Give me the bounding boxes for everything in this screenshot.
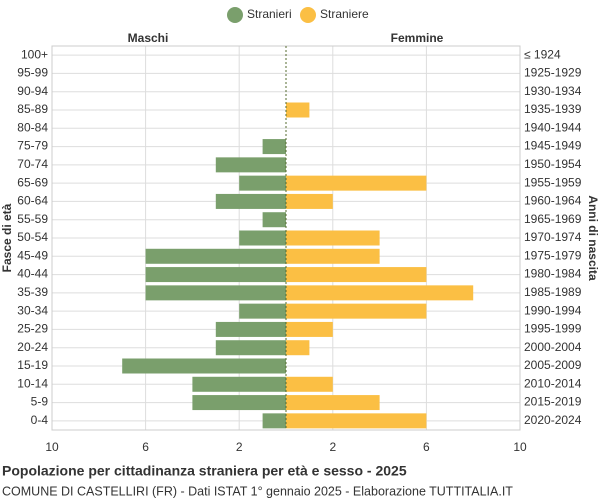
x-tick-label: 6 — [142, 440, 149, 454]
legend-marker — [227, 7, 243, 23]
y-tick-label: 100+ — [21, 47, 48, 61]
bar — [239, 230, 286, 246]
bar — [262, 139, 286, 155]
y2-axis-title: Anni di nascita — [586, 195, 600, 281]
left-label: Maschi — [128, 31, 169, 45]
y2-tick-label: 2015-2019 — [524, 395, 582, 409]
bar — [286, 248, 380, 264]
legend-marker — [300, 7, 316, 23]
bar — [286, 267, 427, 283]
y-tick-label: 85-89 — [17, 102, 48, 116]
y-tick-label: 0-4 — [31, 413, 49, 427]
y2-tick-label: 2020-2024 — [524, 413, 582, 427]
bar — [286, 303, 427, 319]
y-tick-label: 55-59 — [17, 212, 48, 226]
y2-tick-label: 1985-1989 — [524, 285, 582, 299]
bar — [215, 193, 286, 209]
legend-label: Straniere — [320, 7, 369, 21]
y-tick-label: 75-79 — [17, 139, 48, 153]
y2-tick-label: 1930-1934 — [524, 84, 582, 98]
bar — [286, 321, 333, 337]
bar — [286, 193, 333, 209]
right-label: Femmine — [391, 31, 444, 45]
y2-tick-label: ≤ 1924 — [524, 47, 561, 61]
y2-tick-label: 1940-1944 — [524, 120, 582, 134]
bar — [286, 175, 427, 191]
y-tick-label: 80-84 — [17, 120, 48, 134]
x-tick-label: 6 — [423, 440, 430, 454]
y2-tick-label: 1935-1939 — [524, 102, 582, 116]
y-tick-label: 45-49 — [17, 248, 48, 262]
bar — [286, 285, 474, 301]
y2-tick-label: 1945-1949 — [524, 139, 582, 153]
bar — [192, 376, 286, 392]
bar — [286, 340, 310, 356]
y2-tick-label: 1980-1984 — [524, 267, 582, 281]
bar — [215, 157, 286, 173]
x-tick-label: 10 — [513, 440, 527, 454]
x-tick-label: 2 — [236, 440, 243, 454]
y-tick-label: 90-94 — [17, 84, 48, 98]
y-tick-label: 95-99 — [17, 66, 48, 80]
chart-subtitle: COMUNE DI CASTELLIRI (FR) - Dati ISTAT 1… — [2, 484, 513, 498]
bar — [286, 102, 310, 118]
legend-label: Stranieri — [247, 7, 292, 21]
y-tick-label: 35-39 — [17, 285, 48, 299]
bar — [286, 395, 380, 411]
bar — [286, 230, 380, 246]
y2-tick-label: 2005-2009 — [524, 358, 582, 372]
y-axis-title: Fasce di età — [0, 203, 14, 272]
y-tick-label: 30-34 — [17, 303, 48, 317]
y-tick-label: 25-29 — [17, 322, 48, 336]
y-tick-label: 65-69 — [17, 175, 48, 189]
x-tick-label: 2 — [329, 440, 336, 454]
y-tick-label: 5-9 — [31, 395, 49, 409]
y-tick-label: 70-74 — [17, 157, 48, 171]
bar — [122, 358, 286, 374]
y2-tick-label: 1990-1994 — [524, 303, 582, 317]
bar — [145, 248, 286, 264]
x-tick-label: 10 — [45, 440, 59, 454]
y2-tick-label: 1965-1969 — [524, 212, 582, 226]
chart-title: Popolazione per cittadinanza straniera p… — [2, 463, 407, 479]
bar — [239, 303, 286, 319]
y2-tick-label: 2000-2004 — [524, 340, 582, 354]
bar — [215, 321, 286, 337]
bar — [262, 413, 286, 429]
y2-tick-label: 1970-1974 — [524, 230, 582, 244]
y-tick-label: 20-24 — [17, 340, 48, 354]
y2-tick-label: 1950-1954 — [524, 157, 582, 171]
y2-tick-label: 1960-1964 — [524, 194, 582, 208]
y-tick-label: 50-54 — [17, 230, 48, 244]
y-tick-label: 60-64 — [17, 194, 48, 208]
y2-tick-label: 1925-1929 — [524, 66, 582, 80]
bar — [145, 285, 286, 301]
y2-tick-label: 2010-2014 — [524, 376, 582, 390]
y-tick-label: 10-14 — [17, 376, 48, 390]
y2-tick-label: 1955-1959 — [524, 175, 582, 189]
y2-tick-label: 1975-1979 — [524, 248, 582, 262]
y-tick-label: 15-19 — [17, 358, 48, 372]
y2-tick-label: 1995-1999 — [524, 322, 582, 336]
y-tick-label: 40-44 — [17, 267, 48, 281]
bar — [262, 212, 286, 228]
bar — [286, 413, 427, 429]
bar — [192, 395, 286, 411]
bar — [239, 175, 286, 191]
bar — [215, 340, 286, 356]
bar — [286, 376, 333, 392]
bar — [145, 267, 286, 283]
